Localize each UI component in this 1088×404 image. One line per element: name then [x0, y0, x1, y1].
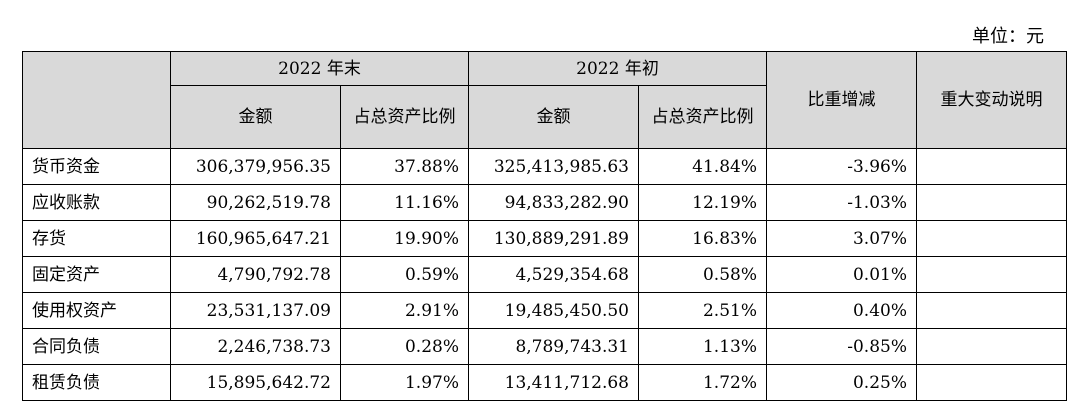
- table-row: 货币资金 306,379,956.35 37.88% 325,413,985.63 41…: [22, 148, 1067, 185]
- cell-note: [916, 292, 1067, 329]
- cell-end-amount: 306,379,956.35: [170, 148, 341, 185]
- cell-end-amount: 160,965,647.21: [170, 220, 341, 257]
- header-row-sub: 金额 占总资产比例 金额 占总资产比例: [23, 85, 1067, 149]
- cell-begin-amount: 4,529,354.68: [468, 256, 639, 293]
- cell-begin-amount: 8,789,743.31: [468, 328, 639, 365]
- header-explanation: 重大变动说明: [916, 51, 1067, 149]
- cell-begin-ratio: 2.51%: [638, 292, 767, 329]
- cell-end-ratio: 37.88%: [340, 148, 469, 185]
- cell-end-amount: 15,895,642.72: [170, 364, 341, 401]
- cell-begin-ratio: 16.83%: [638, 220, 767, 257]
- cell-note: [916, 220, 1067, 257]
- cell-begin-ratio: 1.13%: [638, 328, 767, 365]
- header-row-top: 2022 年末 2022 年初 比重增减 重大变动说明: [22, 51, 1067, 149]
- header-year-end: 2022 年末: [170, 51, 469, 86]
- header-change: 比重增减: [766, 51, 917, 149]
- header-end-ratio: 占总资产比例: [340, 85, 469, 149]
- cell-end-amount: 4,790,792.78: [170, 256, 341, 293]
- table-body: 货币资金 306,379,956.35 37.88% 325,413,985.63 41…: [22, 148, 1067, 401]
- cell-end-amount: 23,531,137.09: [170, 292, 341, 329]
- table-row: 合同负债 2,246,738.73 0.28% 8,789,743.31 1.13% -0…: [22, 328, 1067, 365]
- cell-note: [916, 184, 1067, 221]
- table-row: 固定资产 4,790,792.78 0.59% 4,529,354.68 0.58% 0.…: [22, 256, 1067, 293]
- table-row: 应收账款 90,262,519.78 11.16% 94,833,282.90 12.1…: [22, 184, 1067, 221]
- cell-end-ratio: 2.91%: [340, 292, 469, 329]
- table-row: 存货 160,965,647.21 19.90% 130,889,291.89 16.8…: [22, 220, 1067, 257]
- header-end-amount: 金额: [170, 85, 341, 149]
- header-begin-amount: 金额: [468, 85, 639, 149]
- row-item-label: 存货: [22, 220, 171, 257]
- cell-change: -0.85%: [766, 328, 917, 365]
- cell-end-ratio: 0.28%: [340, 328, 469, 365]
- header-begin-ratio: 占总资产比例: [638, 85, 767, 149]
- cell-end-ratio: 11.16%: [340, 184, 469, 221]
- cell-begin-amount: 130,889,291.89: [468, 220, 639, 257]
- header-year-begin: 2022 年初: [468, 51, 767, 86]
- cell-change: 3.07%: [766, 220, 917, 257]
- cell-change: -1.03%: [766, 184, 917, 221]
- cell-begin-amount: 325,413,985.63: [468, 148, 639, 185]
- cell-note: [916, 364, 1067, 401]
- cell-change: 0.25%: [766, 364, 917, 401]
- cell-begin-ratio: 12.19%: [638, 184, 767, 221]
- table-row: 使用权资产 23,531,137.09 2.91% 19,485,450.50 2.51…: [22, 292, 1067, 329]
- cell-begin-amount: 13,411,712.68: [468, 364, 639, 401]
- table-row: 租赁负债 15,895,642.72 1.97% 13,411,712.68 1.72%…: [22, 364, 1067, 401]
- cell-end-amount: 2,246,738.73: [170, 328, 341, 365]
- header-item-blank: [22, 51, 171, 149]
- cell-end-ratio: 1.97%: [340, 364, 469, 401]
- row-item-label: 租赁负债: [22, 364, 171, 401]
- row-item-label: 合同负债: [22, 328, 171, 365]
- cell-change: 0.40%: [766, 292, 917, 329]
- unit-label: 单位：元: [972, 26, 1044, 47]
- row-item-label: 使用权资产: [22, 292, 171, 329]
- row-item-label: 货币资金: [22, 148, 171, 185]
- cell-begin-amount: 19,485,450.50: [468, 292, 639, 329]
- cell-change: -3.96%: [766, 148, 917, 185]
- cell-note: [916, 256, 1067, 293]
- cell-begin-ratio: 41.84%: [638, 148, 767, 185]
- cell-note: [916, 148, 1067, 185]
- asset-composition-table: 2022 年末 2022 年初 比重增减 重大变动说明 金额 占总资产比例 金额…: [22, 51, 1067, 401]
- row-item-label: 应收账款: [22, 184, 171, 221]
- cell-change: 0.01%: [766, 256, 917, 293]
- cell-end-amount: 90,262,519.78: [170, 184, 341, 221]
- row-item-label: 固定资产: [22, 256, 171, 293]
- cell-begin-amount: 94,833,282.90: [468, 184, 639, 221]
- cell-note: [916, 328, 1067, 365]
- cell-end-ratio: 0.59%: [340, 256, 469, 293]
- cell-begin-ratio: 1.72%: [638, 364, 767, 401]
- cell-begin-ratio: 0.58%: [638, 256, 767, 293]
- cell-end-ratio: 19.90%: [340, 220, 469, 257]
